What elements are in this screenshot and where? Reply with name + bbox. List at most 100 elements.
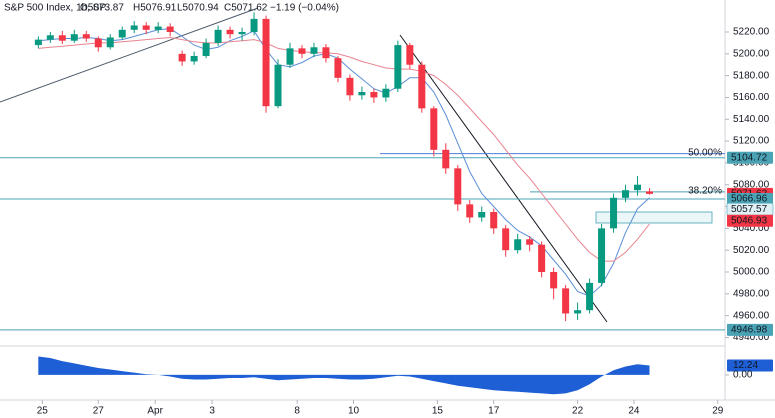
candle-body: [502, 228, 510, 251]
candle-body: [262, 18, 270, 107]
candle-body: [202, 42, 210, 56]
candle-body: [382, 88, 390, 98]
y-tick-label: 5200.00: [733, 48, 770, 59]
candle-body: [370, 92, 378, 98]
candle-body: [34, 39, 42, 46]
x-tick-label: 25: [37, 406, 49, 417]
candle-body: [310, 47, 318, 54]
moving-average: [38, 36, 650, 262]
x-tick-label: 15: [432, 406, 444, 417]
y-tick-label: 5120.00: [733, 136, 770, 147]
candle-body: [598, 228, 606, 283]
candle-body: [334, 58, 342, 78]
candle-body: [106, 37, 114, 48]
candle-body: [142, 25, 150, 30]
price-tag-bg: [727, 323, 773, 336]
x-tick-label: 24: [628, 406, 640, 417]
osc-tick-label: 12.24: [733, 360, 758, 371]
ohlc-low: L5070.94: [177, 3, 219, 14]
ohlc-close: C5071.62: [224, 3, 268, 14]
x-tick-label: 17: [488, 406, 500, 417]
candle-body: [466, 204, 474, 218]
candle-body: [550, 272, 558, 289]
candle-body: [178, 53, 186, 62]
y-tick-label: 4940.00: [733, 332, 770, 343]
candle-body: [166, 26, 174, 32]
x-tick-label: Apr: [147, 406, 163, 417]
candle-body: [358, 92, 366, 96]
candle-body: [346, 77, 354, 96]
candle-body: [58, 35, 66, 41]
candle-body: [250, 18, 258, 32]
y-tick-label: 5000.00: [733, 267, 770, 278]
candle-body: [46, 35, 54, 40]
y-tick-label: 5160.00: [733, 92, 770, 103]
candle-body: [406, 45, 414, 65]
candle-body: [322, 47, 330, 59]
candle-body: [478, 212, 486, 218]
zone-box: [595, 211, 713, 224]
trend-line: [0, 7, 259, 103]
candle-body: [94, 38, 102, 48]
y-tick-label: 5180.00: [733, 70, 770, 81]
oscillator-area: [38, 356, 650, 395]
candle-body: [274, 64, 282, 107]
candle-body: [82, 34, 90, 39]
candle-body: [526, 239, 534, 245]
candle-body: [634, 184, 642, 191]
candle-body: [154, 26, 162, 30]
candle-body: [442, 149, 450, 169]
y-tick-label: 4960.00: [733, 310, 770, 321]
x-tick-label: 3: [209, 406, 215, 417]
candle-body: [454, 168, 462, 205]
candle-body: [394, 45, 402, 89]
candle-body: [190, 56, 198, 62]
y-tick-label: 5080.00: [733, 179, 770, 190]
trend-line: [399, 34, 608, 323]
y-tick-label: 5140.00: [733, 114, 770, 125]
candle-body: [130, 25, 138, 30]
x-tick-label: 29: [712, 406, 724, 417]
y-tick-label: 5020.00: [733, 245, 770, 256]
osc-tag-bg: [727, 359, 773, 372]
moving-average: [38, 28, 650, 297]
price-tag-label: 5057.57: [731, 204, 768, 215]
candle-body: [430, 108, 438, 150]
price-tag-label: 5104.72: [731, 152, 768, 163]
candle-body: [586, 282, 594, 311]
candle-body: [646, 191, 654, 194]
fib-label: 38.20%: [688, 186, 722, 197]
candle-body: [562, 288, 570, 314]
candle-body: [214, 29, 222, 43]
y-tick-label: 5220.00: [733, 27, 770, 38]
candle-body: [118, 29, 126, 38]
candle-body: [238, 32, 246, 35]
candle-body: [514, 239, 522, 251]
ohlc-open: O5073.87: [80, 3, 124, 14]
candle-body: [418, 64, 426, 109]
candle-body: [298, 48, 306, 54]
y-tick-label: 4980.00: [733, 288, 770, 299]
candle-body: [574, 310, 582, 314]
x-tick-label: 22: [572, 406, 584, 417]
x-tick-label: 8: [294, 406, 300, 417]
legend-header: S&P 500 Index, 1h, SP O5073.87 H5076.91 …: [4, 3, 339, 14]
price-tag-bg: [727, 192, 773, 205]
price-tag-bg: [727, 214, 773, 227]
y-tick-label: 5040.00: [733, 223, 770, 234]
candle-body: [286, 48, 294, 65]
symbol: S&P 500 Index, 1h, SP: [4, 3, 106, 14]
fib-label: 50.00%: [688, 147, 722, 158]
price-tag-bg: [727, 151, 773, 164]
candle-body: [490, 212, 498, 229]
candle-body: [226, 29, 234, 35]
price-tag-label: 5046.93: [731, 215, 768, 226]
price-tag-label: 5066.96: [731, 194, 768, 205]
price-tag-label: 4946.98: [731, 324, 768, 335]
x-tick-label: 27: [93, 406, 105, 417]
candle-body: [622, 190, 630, 198]
candle-body: [610, 197, 618, 229]
candle-body: [70, 34, 78, 41]
